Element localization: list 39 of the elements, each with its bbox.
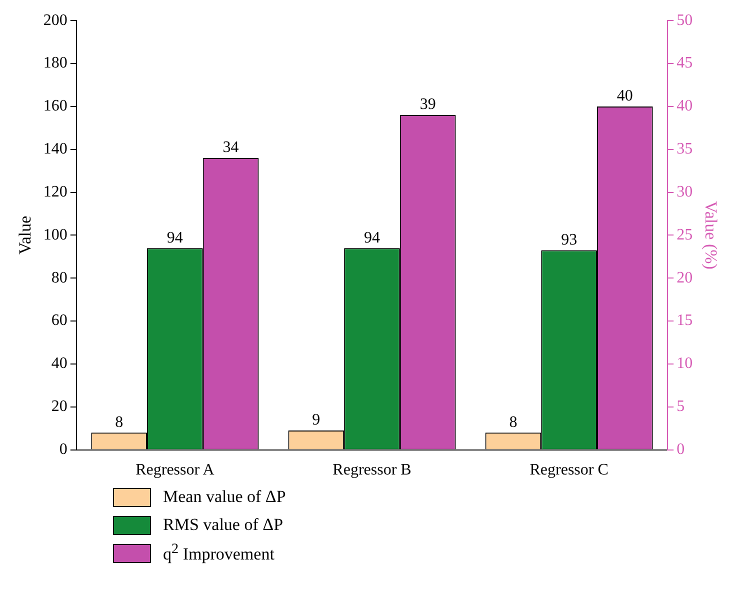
data-label: 9 xyxy=(312,412,320,429)
y-tick-label: 60 xyxy=(51,312,68,330)
y-tick-label: 80 xyxy=(51,269,68,286)
y-tick-label: 140 xyxy=(43,140,68,158)
y2-tick-label: 35 xyxy=(676,140,693,158)
y2-tick-label: 20 xyxy=(676,269,693,286)
data-label: 8 xyxy=(509,414,518,431)
legend-label: q$^{2}$ Improvement xyxy=(163,541,274,565)
y2-tick-label: 10 xyxy=(676,355,693,372)
y2-tick-label: 30 xyxy=(676,183,693,200)
y2-tick-label: 15 xyxy=(676,312,693,330)
y-tick-label: 160 xyxy=(43,98,68,115)
y2-axis-title: Value (%) xyxy=(701,200,720,270)
y-tick-label: 100 xyxy=(43,226,68,244)
legend-label: RMS value of ΔP xyxy=(163,515,284,535)
y2-tick-label: 40 xyxy=(676,98,693,115)
y2-tick-label: 25 xyxy=(676,226,693,244)
data-label: 34 xyxy=(222,139,239,156)
legend-label: Mean value of ΔP xyxy=(163,487,286,507)
y-tick-label: 20 xyxy=(51,398,68,416)
x-tick-label: Regressor C xyxy=(530,462,608,479)
data-label: 94 xyxy=(364,229,380,246)
y-tick-label: 120 xyxy=(43,183,68,200)
y-tick-label: 180 xyxy=(43,54,68,72)
data-label: 8 xyxy=(115,414,124,431)
x-tick-label: Regressor A xyxy=(136,462,215,479)
data-label: 94 xyxy=(166,229,183,246)
x-tick-label: Regressor B xyxy=(332,462,412,479)
y-axis-title: Value xyxy=(16,216,35,255)
y2-tick-label: 45 xyxy=(676,54,693,72)
data-label: 40 xyxy=(616,88,633,105)
y-tick-label: 0 xyxy=(59,441,68,458)
y-tick-label: 40 xyxy=(51,355,68,372)
y2-tick-label: 5 xyxy=(676,398,685,416)
y2-tick-label: 0 xyxy=(676,441,685,458)
y-tick-label: 200 xyxy=(43,12,68,29)
y2-tick-label: 50 xyxy=(676,12,693,29)
data-label: 39 xyxy=(420,96,436,114)
data-label: 93 xyxy=(561,231,578,248)
